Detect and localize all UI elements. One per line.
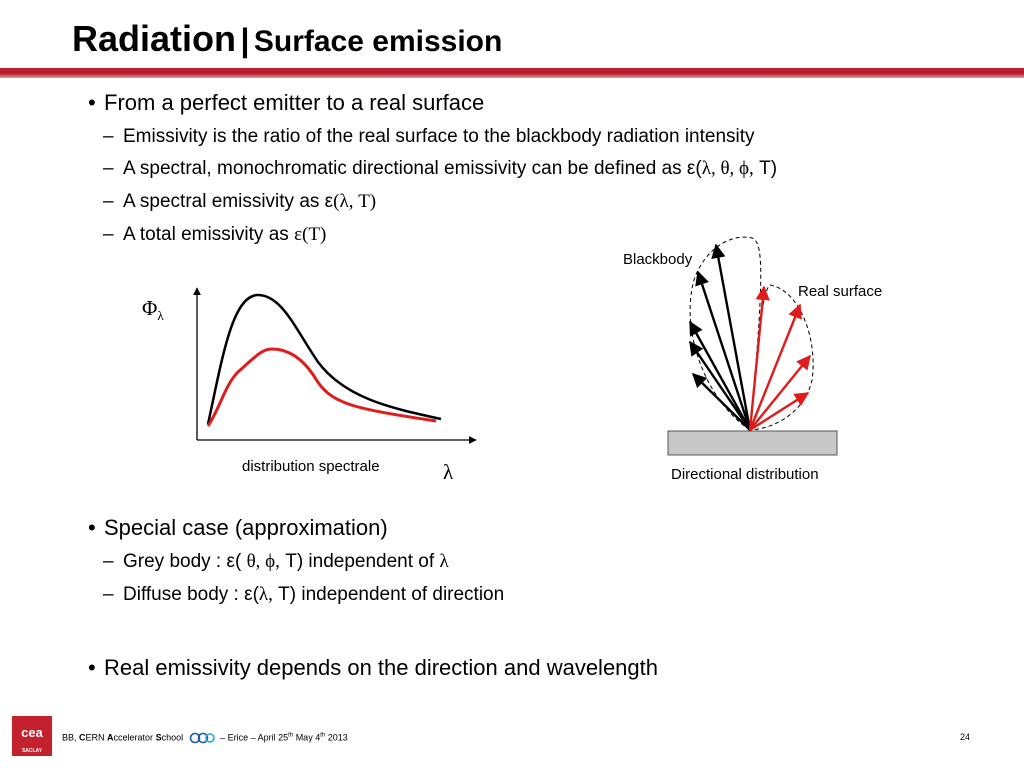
title-separator: | bbox=[240, 22, 250, 58]
blackbody-curve bbox=[206, 293, 442, 425]
footer-credit: BB, CERN Accelerator School – Erice – Ap… bbox=[62, 732, 348, 744]
sub-bullet-emissivity-ratio: – Emissivity is the ratio of the real sur… bbox=[103, 126, 755, 147]
page-number: 24 bbox=[960, 732, 971, 742]
real-surface-ray bbox=[749, 354, 811, 431]
title-main: Radiation bbox=[72, 18, 237, 59]
x-axis-caption: distribution spectrale bbox=[242, 458, 380, 475]
blackbody-ray bbox=[711, 243, 752, 431]
blackbody-ray bbox=[689, 340, 751, 431]
blackbody-ray bbox=[695, 270, 752, 431]
real-surface-ray bbox=[748, 285, 770, 431]
spectral-distribution-figure bbox=[193, 287, 477, 444]
title-divider-bar bbox=[0, 68, 1024, 78]
bullet-perfect-emitter: • From a perfect emitter to a real surfac… bbox=[88, 90, 485, 115]
bullet-special-case: • Special case (approximation) bbox=[88, 515, 388, 540]
bullet-real-emissivity: • Real emissivity depends on the directio… bbox=[88, 655, 658, 680]
sub-bullet-grey-body: – Grey body : ε( θ, ϕ, T) independent of … bbox=[103, 551, 449, 572]
x-axis-symbol: λ bbox=[443, 460, 454, 484]
emitting-surface bbox=[667, 430, 838, 456]
directional-caption: Directional distribution bbox=[671, 466, 819, 483]
blackbody-label: Blackbody bbox=[623, 251, 693, 268]
real-surface-label: Real surface bbox=[798, 283, 883, 300]
real-surface-ray bbox=[749, 391, 810, 432]
sub-bullet-spectral-emissivity: – A spectral emissivity as ε(λ, T) bbox=[103, 191, 377, 212]
cas-logo-icon bbox=[189, 732, 215, 744]
real-surface-curve bbox=[206, 347, 437, 427]
blackbody-ray bbox=[691, 372, 751, 431]
sub-bullet-directional-emissivity: – A spectral, monochromatic directional e… bbox=[103, 158, 778, 179]
slide-title: Radiation | Surface emission bbox=[72, 18, 502, 60]
sub-bullet-diffuse-body: – Diffuse body : ε(λ, T) independent of d… bbox=[103, 584, 505, 605]
cea-saclay-logo: cea SACLAY bbox=[12, 716, 52, 756]
directional-distribution-figure bbox=[667, 236, 838, 456]
blackbody-ray bbox=[688, 320, 752, 431]
sub-bullet-total-emissivity: – A total emissivity as ε(T) bbox=[103, 224, 327, 245]
y-axis-symbol: Φλ bbox=[142, 296, 164, 324]
real-surface-ray bbox=[748, 303, 802, 431]
blackbody-envelope bbox=[689, 236, 762, 431]
title-subtitle: Surface emission bbox=[253, 25, 503, 58]
